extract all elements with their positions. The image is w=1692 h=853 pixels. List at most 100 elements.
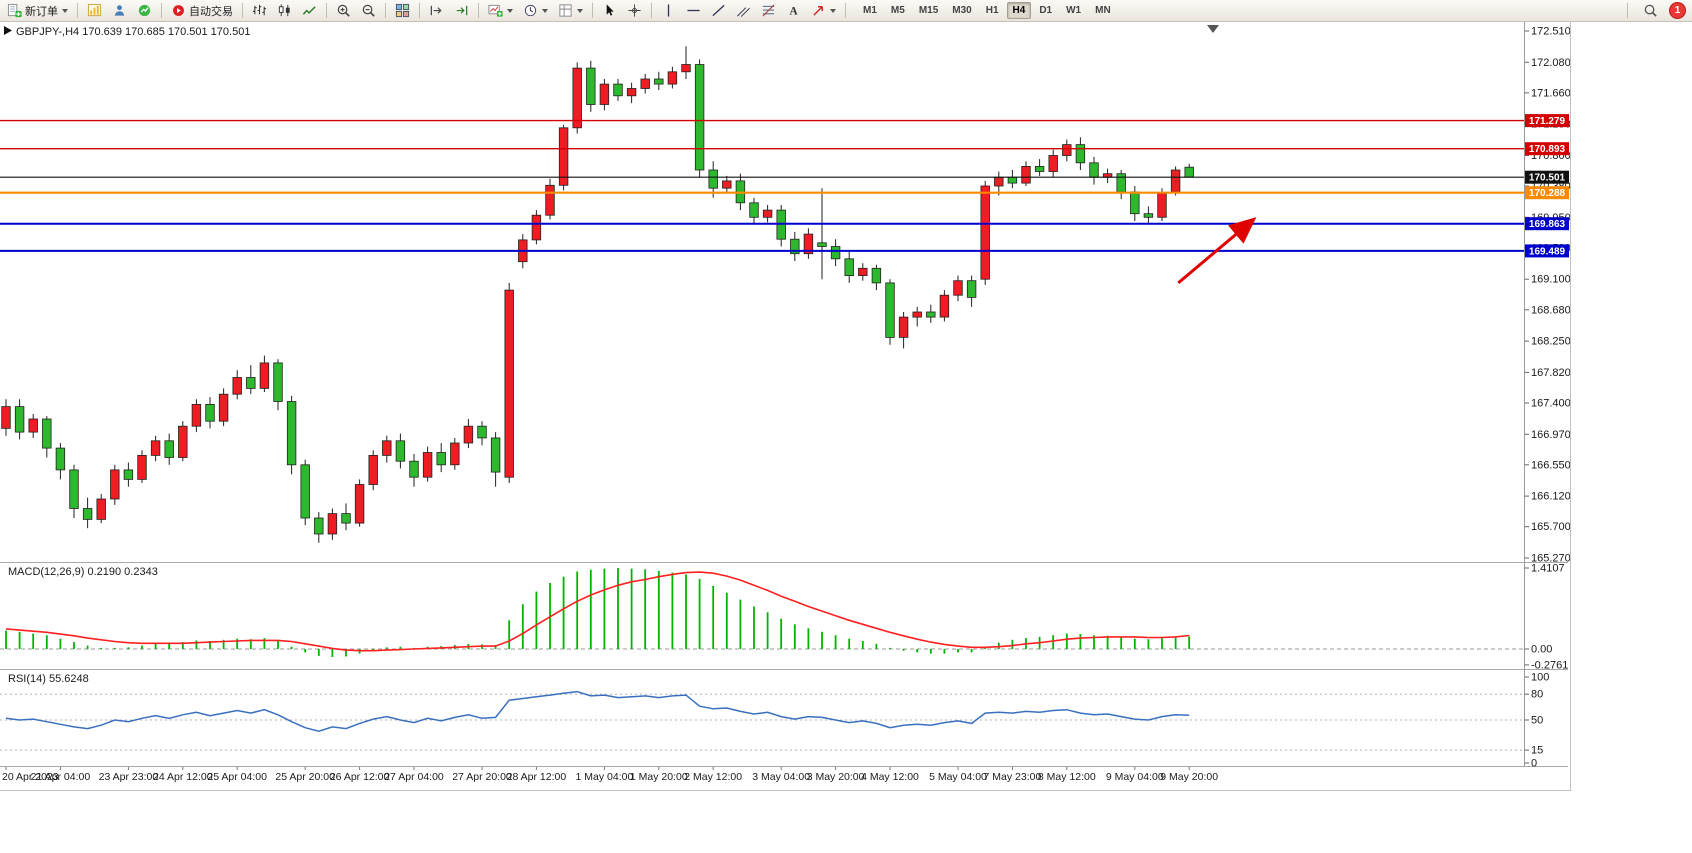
candle — [14, 406, 25, 433]
candle — [586, 67, 596, 105]
search-button[interactable] — [1639, 1, 1662, 21]
hline-button[interactable] — [682, 1, 705, 21]
zoom-in-button[interactable] — [332, 1, 355, 21]
toolbar-separator — [326, 3, 327, 18]
candle — [1116, 173, 1126, 193]
candle — [749, 202, 759, 218]
autotrade-button[interactable]: 自动交易 — [167, 1, 237, 21]
indicators-button[interactable] — [133, 1, 156, 21]
time-axis-label: 25 Apr 20:00 — [275, 771, 335, 783]
template-button[interactable] — [554, 1, 587, 21]
one-click-trading-toggle[interactable] — [4, 26, 12, 35]
profile-button[interactable] — [108, 1, 131, 21]
notification-badge[interactable]: 1 — [1669, 2, 1686, 19]
candle — [28, 418, 38, 433]
svg-text:A: A — [789, 6, 798, 18]
chart-button[interactable] — [83, 1, 106, 21]
line-chart-button[interactable] — [298, 1, 321, 21]
tile-windows-button[interactable] — [391, 1, 414, 21]
price-badge — [1525, 217, 1569, 231]
chart-title: GBPJPY-,H4 170.639 170.685 170.501 170.5… — [16, 26, 251, 38]
toolbar-button-group: 新订单 自动交易 A — [2, 1, 850, 21]
autotrade-icon — [171, 3, 186, 18]
time-axis-label: 1 May 04:00 — [576, 771, 634, 783]
candle — [1170, 169, 1181, 193]
timeframe-h4-button[interactable]: H4 — [1006, 2, 1032, 19]
time-axis-label: 5 May 04:00 — [929, 771, 987, 783]
cursor-button[interactable] — [598, 1, 621, 21]
price-badge — [1525, 170, 1569, 184]
rsi-line — [5, 690, 1190, 732]
candle — [96, 498, 106, 520]
new-order-button[interactable]: 新订单 — [3, 1, 72, 21]
timeframe-w1-button[interactable]: W1 — [1066, 5, 1082, 16]
channel-button[interactable] — [732, 1, 755, 21]
time-axis-label: 28 Apr 12:00 — [507, 771, 567, 783]
arrows-button[interactable] — [807, 1, 840, 21]
toolbar-separator — [77, 3, 78, 18]
toolbar-separator — [845, 3, 846, 18]
candle — [1, 406, 11, 429]
timeframe-m30-button[interactable]: M30 — [952, 5, 972, 16]
price-axis-label: 167.400 — [1531, 398, 1570, 410]
vline-button[interactable] — [657, 1, 680, 21]
toolbar-separator — [419, 3, 420, 18]
chart-shift-button[interactable] — [425, 1, 448, 21]
candlestick-button[interactable] — [273, 1, 296, 21]
candle — [1184, 166, 1194, 178]
candle — [436, 452, 446, 466]
candle — [722, 180, 732, 189]
period-button[interactable] — [519, 1, 552, 21]
channel-icon — [736, 3, 751, 18]
trend-arrow[interactable] — [1177, 217, 1257, 285]
price-badge-label: 170.501 — [1529, 173, 1566, 184]
profile-icon — [112, 3, 127, 18]
chart-shift-marker[interactable] — [1207, 25, 1219, 33]
candle — [1143, 213, 1154, 218]
candle — [667, 71, 678, 85]
toolbar-right-group: 1 — [1623, 1, 1686, 21]
price-axis-label: 172.080 — [1531, 57, 1570, 69]
chart-canvas[interactable]: 172.510172.080171.660171.230170.800170.3… — [0, 22, 1571, 790]
text-button[interactable]: A — [782, 1, 805, 21]
candle — [205, 403, 215, 422]
candle — [354, 484, 365, 524]
time-axis-label: 21 Apr 04:00 — [31, 771, 91, 783]
candle — [599, 83, 610, 105]
price-axis-label: 167.820 — [1531, 367, 1570, 379]
candle — [1048, 155, 1058, 172]
zoom-out-button[interactable] — [357, 1, 380, 21]
timeframe-mn-button[interactable]: MN — [1095, 5, 1111, 16]
candle — [164, 440, 174, 458]
candle — [422, 452, 433, 478]
auto-scroll-button[interactable] — [450, 1, 473, 21]
crosshair-button[interactable] — [623, 1, 646, 21]
timeframe-h1-button[interactable]: H1 — [985, 5, 999, 16]
chart-icon — [87, 3, 102, 18]
timeframe-d1-button[interactable]: D1 — [1039, 5, 1053, 16]
crosshair-icon — [627, 3, 642, 18]
timeframe-m1-button[interactable]: M1 — [863, 5, 877, 16]
trendline-button[interactable] — [707, 1, 730, 21]
new-chart-button[interactable] — [484, 1, 517, 21]
timeframe-m15-button[interactable]: M15 — [918, 5, 939, 16]
fibo-button[interactable] — [757, 1, 780, 21]
price-axis-label: 165.270 — [1531, 553, 1570, 565]
candle — [327, 513, 338, 535]
candle — [953, 280, 963, 296]
price-badge-label: 171.279 — [1529, 116, 1566, 127]
candle — [82, 508, 93, 520]
price-axis-label: 168.250 — [1531, 336, 1570, 348]
trendline-icon — [711, 3, 726, 18]
candle — [1157, 192, 1167, 218]
macd-axis-label: 1.4107 — [1531, 563, 1565, 575]
chart-window[interactable]: 172.510172.080171.660171.230170.800170.3… — [0, 22, 1571, 791]
macd-signal-line — [5, 571, 1190, 652]
chart-background — [0, 22, 1570, 790]
candle — [626, 88, 637, 97]
bar-chart-button[interactable] — [248, 1, 271, 21]
vline-icon — [661, 3, 676, 18]
timeframe-m5-button[interactable]: M5 — [890, 5, 905, 16]
candle — [694, 64, 705, 171]
